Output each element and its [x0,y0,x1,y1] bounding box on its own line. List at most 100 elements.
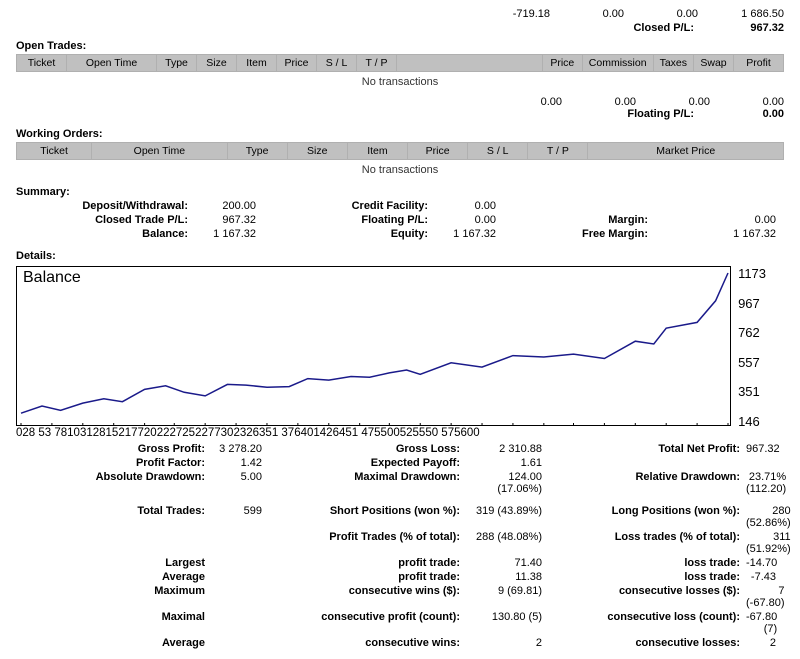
ytick-label: 1173 [738,266,766,281]
chart-title: Balance [23,269,81,287]
details-row-8: Maximumconsecutive wins ($):9 (69.81)con… [16,585,784,609]
details-l1: Total Trades: [16,505,211,529]
top-val-4: 1 686.50 [714,8,784,20]
open-trades-col-10: Commission [582,55,653,72]
closed-pl-value: 967.32 [694,22,784,34]
open-trades-table: TicketOpen TimeTypeSizeItemPriceS / LT /… [16,54,784,72]
details-v2: 130.80 (5) [466,611,566,635]
balance-chart-container: Balance 1173967762557351146 028 53 78103… [16,266,784,439]
open-trades-heading: Open Trades: [16,40,784,52]
open-trades-col-7: T / P [357,55,397,72]
details-row-2: Absolute Drawdown:5.00Maximal Drawdown:1… [16,471,784,495]
float-val-3: 0.00 [652,96,710,108]
details-l2: Gross Loss: [286,443,466,455]
details-l3: consecutive loss (count): [566,611,746,635]
float-values-row: 0.00 0.00 0.00 0.00 [16,96,784,108]
summary-v3: 1 167.32 [656,228,784,240]
details-v3: 967.32 [746,443,788,455]
top-val-2: 0.00 [566,8,624,20]
working-orders-col-4: Item [347,143,407,160]
summary-v1: 967.32 [196,214,286,226]
details-v3: -67.80 (7) [746,611,785,635]
summary-l3: Free Margin: [526,228,656,240]
details-l2: consecutive profit (count): [286,611,466,635]
balance-line [21,273,728,413]
ytick-label: 967 [738,296,760,311]
details-row-0: Gross Profit:3 278.20Gross Loss:2 310.88… [16,443,784,455]
summary-l1: Deposit/Withdrawal: [16,200,196,212]
working-orders-col-3: Size [287,143,347,160]
details-row-9: Maximal consecutive profit (count):130.80… [16,611,784,635]
summary-v2: 0.00 [436,200,526,212]
details-v1 [211,637,286,649]
open-trades-col-12: Swap [694,55,734,72]
summary-row-0: Deposit/Withdrawal:200.00Credit Facility… [16,200,784,212]
summary-l2: Floating P/L: [286,214,436,226]
details-v2: 11.38 [466,571,566,583]
details-v3: 7 (-67.80) [746,585,793,609]
summary-v1: 1 167.32 [196,228,286,240]
details-l3: loss trade: [566,557,746,569]
summary-v3 [656,200,784,212]
details-l1: Maximal [16,611,211,635]
details-l3: consecutive losses: [566,637,746,649]
details-v2: 2 [466,637,566,649]
details-v1: 3 278.20 [211,443,286,455]
details-l2: Short Positions (won %): [286,505,466,529]
details-v2: 9 (69.81) [466,585,566,609]
details-l3: loss trade: [566,571,746,583]
details-l1: Absolute Drawdown: [16,471,211,495]
floating-pl-row: Floating P/L: 0.00 [16,108,784,120]
details-v1 [211,611,286,635]
details-l2: Expected Payoff: [286,457,466,469]
summary-l2: Equity: [286,228,436,240]
working-orders-no-transactions: No transactions [16,160,784,180]
summary-v2: 0.00 [436,214,526,226]
details-l1: Maximum [16,585,211,609]
details-l3: Loss trades (% of total): [566,531,746,555]
summary-body: Deposit/Withdrawal:200.00Credit Facility… [16,200,784,240]
float-val-1: 0.00 [504,96,562,108]
details-body: Gross Profit:3 278.20Gross Loss:2 310.88… [16,443,784,649]
working-orders-col-8: Market Price [588,143,784,160]
details-v3: -14.70 [746,557,785,569]
details-v2: 2 310.88 [466,443,566,455]
open-trades-col-4: Item [237,55,277,72]
details-v3: 23.71% (112.20) [746,471,794,495]
balance-chart: Balance [16,266,731,426]
details-v2: 124.00 (17.06%) [466,471,566,495]
details-row-4: Total Trades:599Short Positions (won %):… [16,505,784,529]
chart-y-axis: 1173967762557351146 [734,266,774,426]
top-val-3: 0.00 [640,8,698,20]
closed-pl-label: Closed P/L: [633,22,694,34]
summary-v1: 200.00 [196,200,286,212]
details-v2: 319 (43.89%) [466,505,566,529]
details-v1 [211,531,286,555]
summary-l3 [526,200,656,212]
ytick-label: 146 [738,414,760,429]
details-l1: Gross Profit: [16,443,211,455]
floating-pl-label: Floating P/L: [627,108,694,120]
open-trades-col-8 [397,55,543,72]
details-l2: profit trade: [286,557,466,569]
floating-pl-value: 0.00 [694,108,784,120]
details-heading: Details: [16,250,784,262]
open-trades-col-1: Open Time [67,55,157,72]
details-l1: Profit Factor: [16,457,211,469]
details-v3: 2 [746,637,784,649]
open-trades-no-transactions: No transactions [16,72,784,92]
details-l3: Long Positions (won %): [566,505,746,529]
ytick-label: 557 [738,355,760,370]
working-orders-col-7: T / P [528,143,588,160]
details-v1: 1.42 [211,457,286,469]
details-row-10: Averageconsecutive wins:2consecutive los… [16,637,784,649]
details-v3: 280 (52.86%) [746,505,799,529]
open-trades-col-6: S / L [317,55,357,72]
details-v1: 599 [211,505,286,529]
details-v1 [211,585,286,609]
details-l3: Total Net Profit: [566,443,746,455]
top-val-1: -719.18 [480,8,550,20]
summary-v3: 0.00 [656,214,784,226]
details-l3: consecutive losses ($): [566,585,746,609]
details-v2: 71.40 [466,557,566,569]
